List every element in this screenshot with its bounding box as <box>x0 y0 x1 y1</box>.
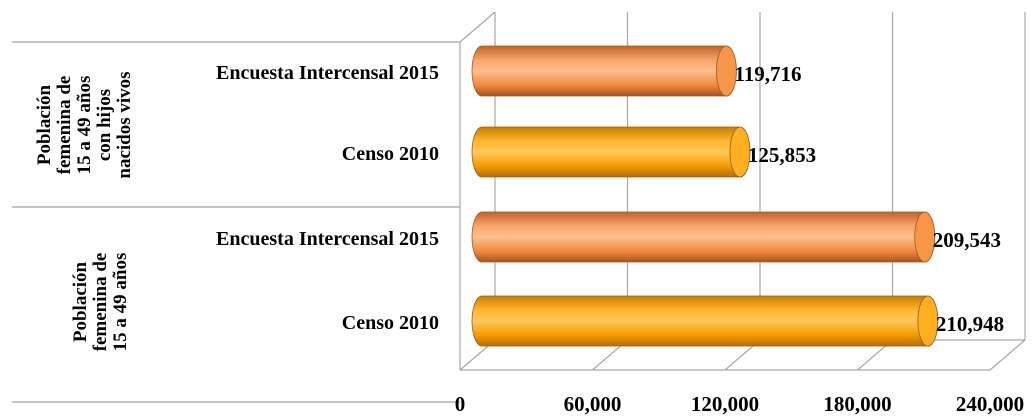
bar-body <box>471 211 936 263</box>
side-wall-top <box>459 11 496 43</box>
group-label-line: femenina de <box>54 76 75 175</box>
bar-cap <box>917 295 939 347</box>
x-tick-label: 180,000 <box>823 392 891 416</box>
bar-body <box>471 295 939 347</box>
bar-value-label: 119,716 <box>734 62 801 86</box>
group-label-line: 15 a 49 años <box>74 76 95 175</box>
bar-cap <box>715 45 737 97</box>
bar-value-label: 209,543 <box>933 228 1001 252</box>
x-tick-label: 240,000 <box>956 392 1024 416</box>
bar <box>471 126 751 178</box>
group-label-line: Población <box>34 84 55 165</box>
bar-cap <box>729 126 751 178</box>
bar-cap <box>914 211 936 263</box>
bar <box>471 295 939 347</box>
gridline-floor <box>989 339 1026 371</box>
group-label: Población femenina de 15 a 49 años <box>70 253 131 352</box>
x-tick-label: 60,000 <box>564 392 622 416</box>
x-tick-label: 120,000 <box>691 392 759 416</box>
labels-layer: Encuesta Intercensal 2015 119,716 Censo 20… <box>34 62 1004 351</box>
bar-category-label: Encuesta Intercensal 2015 <box>216 228 439 250</box>
bar-category-label: Censo 2010 <box>342 143 439 165</box>
bar-body <box>471 126 751 178</box>
bar-body <box>471 45 737 97</box>
bar <box>471 45 737 97</box>
group-label-line: femenina de <box>90 253 111 352</box>
group-label-line: nacidos vivos <box>114 71 135 178</box>
bar-category-label: Encuesta Intercensal 2015 <box>216 62 439 84</box>
x-axis-ticks: 0 60,000 120,000 180,000 240,000 <box>455 392 1024 416</box>
group-label-line: Población <box>70 261 91 342</box>
group-label: Población femenina de 15 a 49 años con hijo… <box>34 71 135 178</box>
bar-category-label: Censo 2010 <box>342 312 439 334</box>
bars-layer <box>471 45 939 347</box>
bar-value-label: 210,948 <box>936 312 1004 336</box>
bar-value-label: 125,853 <box>748 143 816 167</box>
group-label-line: con hijos <box>94 89 115 161</box>
group-label-line: 15 a 49 años <box>110 253 131 352</box>
bar <box>471 211 936 263</box>
x-tick-label: 0 <box>455 392 466 416</box>
